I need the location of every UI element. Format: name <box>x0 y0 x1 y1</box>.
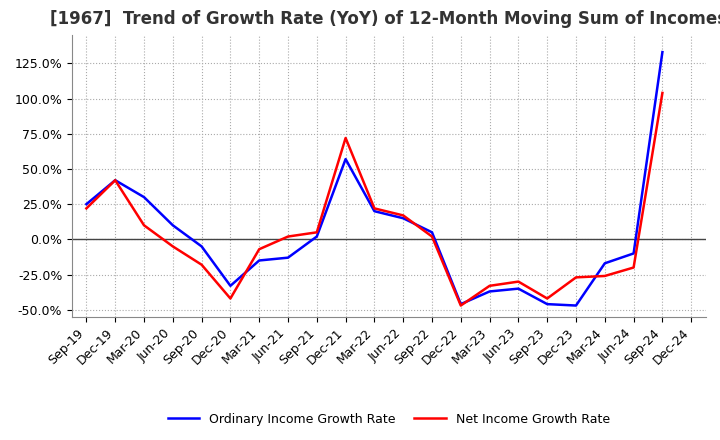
Ordinary Income Growth Rate <box>456 301 465 307</box>
Ordinary Income Growth Rate <box>284 255 292 260</box>
Ordinary Income Growth Rate <box>428 230 436 235</box>
Net Income Growth Rate <box>82 206 91 211</box>
Ordinary Income Growth Rate <box>572 303 580 308</box>
Ordinary Income Growth Rate <box>399 216 408 221</box>
Net Income Growth Rate <box>140 223 148 228</box>
Title: [1967]  Trend of Growth Rate (YoY) of 12-Month Moving Sum of Incomes: [1967] Trend of Growth Rate (YoY) of 12-… <box>50 10 720 28</box>
Net Income Growth Rate <box>572 275 580 280</box>
Ordinary Income Growth Rate <box>111 178 120 183</box>
Net Income Growth Rate <box>111 178 120 183</box>
Ordinary Income Growth Rate <box>341 157 350 162</box>
Net Income Growth Rate <box>629 265 638 270</box>
Net Income Growth Rate <box>312 230 321 235</box>
Net Income Growth Rate <box>543 296 552 301</box>
Net Income Growth Rate <box>197 262 206 268</box>
Ordinary Income Growth Rate <box>485 289 494 294</box>
Net Income Growth Rate <box>514 279 523 284</box>
Ordinary Income Growth Rate <box>312 234 321 239</box>
Ordinary Income Growth Rate <box>629 251 638 256</box>
Ordinary Income Growth Rate <box>255 258 264 263</box>
Ordinary Income Growth Rate <box>658 49 667 55</box>
Line: Net Income Growth Rate: Net Income Growth Rate <box>86 93 662 305</box>
Net Income Growth Rate <box>428 234 436 239</box>
Line: Ordinary Income Growth Rate: Ordinary Income Growth Rate <box>86 52 662 305</box>
Legend: Ordinary Income Growth Rate, Net Income Growth Rate: Ordinary Income Growth Rate, Net Income … <box>163 407 615 430</box>
Ordinary Income Growth Rate <box>600 260 609 266</box>
Ordinary Income Growth Rate <box>168 223 177 228</box>
Net Income Growth Rate <box>370 206 379 211</box>
Ordinary Income Growth Rate <box>197 244 206 249</box>
Ordinary Income Growth Rate <box>370 209 379 214</box>
Net Income Growth Rate <box>399 213 408 218</box>
Net Income Growth Rate <box>341 136 350 141</box>
Ordinary Income Growth Rate <box>140 194 148 200</box>
Net Income Growth Rate <box>255 246 264 252</box>
Net Income Growth Rate <box>600 273 609 279</box>
Net Income Growth Rate <box>485 283 494 289</box>
Net Income Growth Rate <box>658 90 667 95</box>
Net Income Growth Rate <box>284 234 292 239</box>
Ordinary Income Growth Rate <box>514 286 523 291</box>
Ordinary Income Growth Rate <box>226 283 235 289</box>
Net Income Growth Rate <box>226 296 235 301</box>
Net Income Growth Rate <box>168 244 177 249</box>
Ordinary Income Growth Rate <box>543 301 552 307</box>
Net Income Growth Rate <box>456 303 465 308</box>
Ordinary Income Growth Rate <box>82 202 91 207</box>
